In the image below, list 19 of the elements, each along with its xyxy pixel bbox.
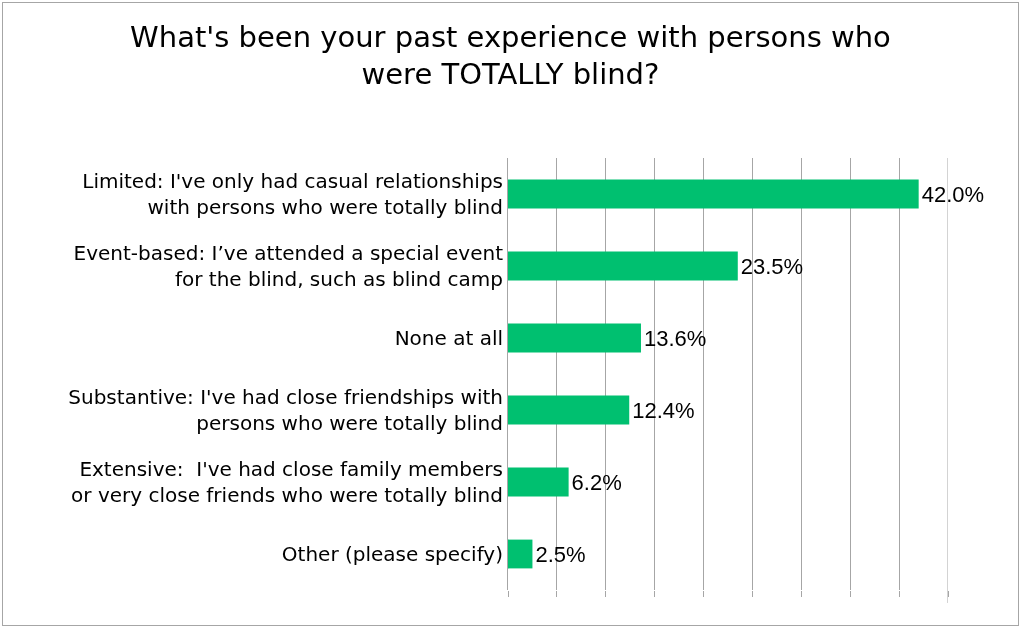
- data-label: 12.4%: [632, 397, 695, 423]
- chart-title: What's been your past experience with persons who were TOTALLY blind?: [130, 19, 891, 92]
- bar: [508, 395, 630, 425]
- bar: [508, 323, 641, 353]
- y-tick-label: Extensive: I've had close family members or very close friends who were totally blind: [71, 457, 503, 507]
- data-label: 23.5%: [740, 253, 804, 279]
- data-label: 42.0%: [921, 181, 985, 207]
- y-tick-label: Substantive: I've had close friendships with persons who were totally blind: [68, 385, 503, 435]
- y-tick-label: Limited: I've only had casual relationships with persons who were totally blind: [82, 169, 503, 219]
- data-label: 6.2%: [571, 469, 622, 495]
- data-label: 2.5%: [535, 541, 586, 567]
- bar: [508, 539, 533, 569]
- bar: [508, 467, 569, 497]
- bar: [508, 251, 738, 281]
- y-tick-label: Other (please specify): [281, 542, 503, 566]
- y-tick-label: Event-based: I’ve attended a special event for the blind, such as blind camp: [73, 241, 504, 291]
- data-label: 13.6%: [643, 325, 707, 351]
- bar: [508, 179, 919, 209]
- y-tick-label: None at all: [394, 326, 503, 350]
